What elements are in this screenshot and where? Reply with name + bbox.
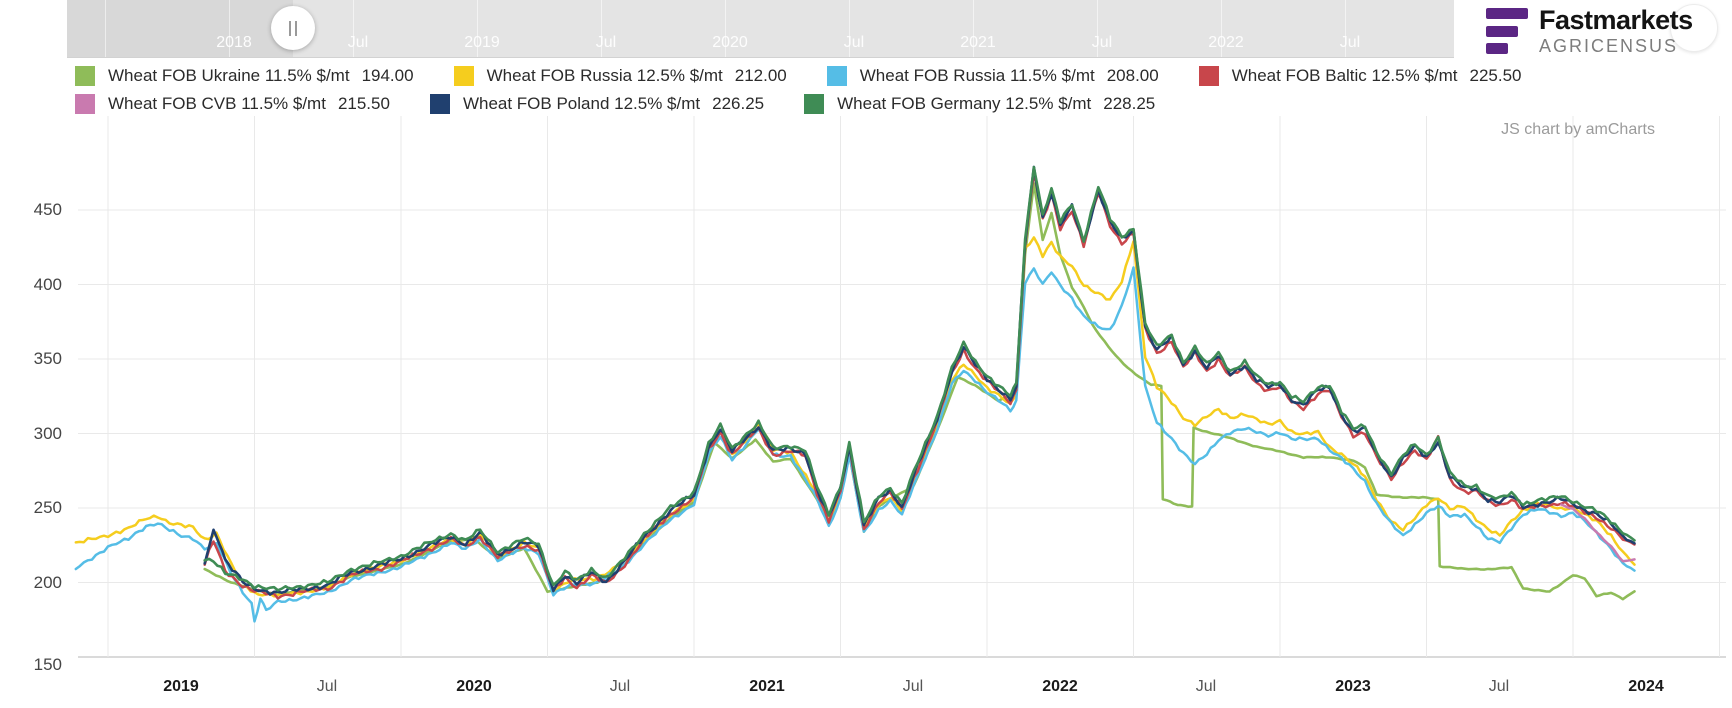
legend-value: 194.00 (361, 66, 414, 85)
scrollbar-left-grip[interactable] (271, 6, 315, 50)
legend-value: 225.50 (1469, 66, 1522, 85)
series-line-ukraine-11-5 (203, 182, 1636, 601)
scrollbar-separator (725, 0, 726, 57)
scrollbar-tick-label: Jul (843, 34, 865, 51)
x-axis-label: Jul (1488, 678, 1510, 695)
legend-value: 226.25 (712, 94, 765, 113)
scrollbar-tick-label: 2018 (216, 34, 252, 51)
legend-item-russia-12-5[interactable]: Wheat FOB Russia 12.5% $/mt 212.00 (453, 66, 787, 86)
legend-label: Wheat FOB Baltic 12.5% $/mt (1231, 66, 1458, 85)
scrollbar-separator (229, 0, 230, 57)
scrollbar-unselected-region (67, 0, 293, 57)
legend-marker (429, 94, 450, 114)
legend-label: Wheat FOB Germany 12.5% $/mt (837, 94, 1092, 113)
series-line-cvb-11-5 (1560, 503, 1636, 563)
fastmarkets-logo-icon (1486, 8, 1530, 54)
legend-item-germany-12-5[interactable]: Wheat FOB Germany 12.5% $/mt 228.25 (804, 94, 1155, 114)
scrollbar-tick-label: 2020 (712, 34, 748, 51)
x-axis-label: 2021 (749, 678, 785, 695)
scrollbar-right-grip[interactable] (1670, 4, 1718, 52)
legend-marker (75, 94, 95, 114)
legend-marker (75, 66, 95, 86)
amcharts-watermark[interactable]: JS chart by amCharts (1501, 121, 1655, 138)
y-axis-label: 300 (33, 423, 62, 443)
scrollbar-tick-label: 2022 (1208, 34, 1244, 51)
scrollbar-separator (1097, 0, 1098, 57)
y-axis-label: 450 (33, 200, 62, 219)
logo-panel: Fastmarkets AGRICENSUS (1454, 0, 1732, 59)
y-axis-label: 200 (33, 572, 62, 592)
scrollbar-tick-label: 2021 (960, 34, 996, 51)
y-axis-label: 400 (33, 274, 62, 294)
series-line-russia-12-5 (74, 236, 1636, 598)
x-axis-label: 2022 (1042, 678, 1078, 695)
scrollbar-tick-label: Jul (1091, 34, 1113, 51)
x-axis-label: Jul (1195, 678, 1217, 695)
legend-marker (804, 94, 825, 114)
scrollbar-separator (849, 0, 850, 57)
scrollbar-tick-label: Jul (1339, 34, 1361, 51)
logo-sub-text: AGRICENSUS (1539, 36, 1679, 56)
legend-marker (826, 66, 847, 86)
series-line-russia-11-5 (74, 266, 1636, 623)
x-axis-label: 2019 (163, 678, 199, 695)
legend-label: Wheat FOB Russia 11.5% $/mt (859, 66, 1095, 85)
legend-marker (453, 66, 474, 86)
series-line-germany-12-5 (203, 165, 1636, 592)
legend-value: 212.00 (734, 66, 787, 85)
fastmarkets-logo: Fastmarkets AGRICENSUS (1486, 7, 1693, 55)
scrollbar-tick-label: Jul (347, 34, 369, 51)
x-axis-label: Jul (609, 678, 631, 695)
logo-brand-text: Fastmarkets (1539, 5, 1693, 35)
x-axis-label: Jul (902, 678, 924, 695)
chart-legend: Wheat FOB Ukraine 11.5% $/mt 194.00 Wheat … (75, 62, 1675, 118)
x-axis-label: 2024 (1628, 678, 1664, 695)
legend-item-poland-12-5[interactable]: Wheat FOB Poland 12.5% $/mt 226.25 (429, 94, 765, 114)
x-axis-label: 2020 (456, 678, 492, 695)
x-axis-label: 2023 (1335, 678, 1371, 695)
scrollbar-separator (973, 0, 974, 57)
legend-item-cvb-11-5[interactable]: Wheat FOB CVB 11.5% $/mt 215.50 (75, 94, 390, 114)
legend-item-ukraine-11-5[interactable]: Wheat FOB Ukraine 11.5% $/mt 194.00 (75, 66, 414, 86)
legend-item-russia-11-5[interactable]: Wheat FOB Russia 11.5% $/mt 208.00 (826, 66, 1159, 86)
scrollbar-separator (1221, 0, 1222, 57)
x-axis-label: Jul (316, 678, 338, 695)
scrollbar-separator (601, 0, 602, 57)
legend-item-baltic-12-5[interactable]: Wheat FOB Baltic 12.5% $/mt 225.50 (1198, 66, 1522, 86)
legend-label: Wheat FOB Russia 12.5% $/mt (486, 66, 723, 85)
y-axis-label: 150 (33, 655, 62, 674)
legend-value: 208.00 (1106, 66, 1159, 85)
scrollbar-tick-label: Jul (595, 34, 617, 51)
scrollbar-separator (1345, 0, 1346, 57)
scrollbar-separator (353, 0, 354, 57)
legend-marker (1198, 66, 1219, 86)
grip-bar-icon (289, 20, 291, 36)
legend-label: Wheat FOB Ukraine 11.5% $/mt (108, 66, 350, 85)
legend-value: 215.50 (337, 94, 390, 113)
legend-value: 228.25 (1103, 94, 1156, 113)
scrollbar-tick-label: 2019 (464, 34, 500, 51)
y-axis-label: 250 (33, 498, 62, 517)
y-axis-label: 350 (33, 349, 62, 368)
grip-bar-icon (295, 20, 297, 36)
scrollbar-separator (105, 0, 106, 57)
legend-label: Wheat FOB CVB 11.5% $/mt (108, 94, 326, 113)
series-line-poland-12-5 (203, 165, 1636, 596)
series-line-baltic-12-5 (203, 171, 1636, 600)
legend-label: Wheat FOB Poland 12.5% $/mt (462, 94, 701, 113)
scrollbar-separator (477, 0, 478, 57)
